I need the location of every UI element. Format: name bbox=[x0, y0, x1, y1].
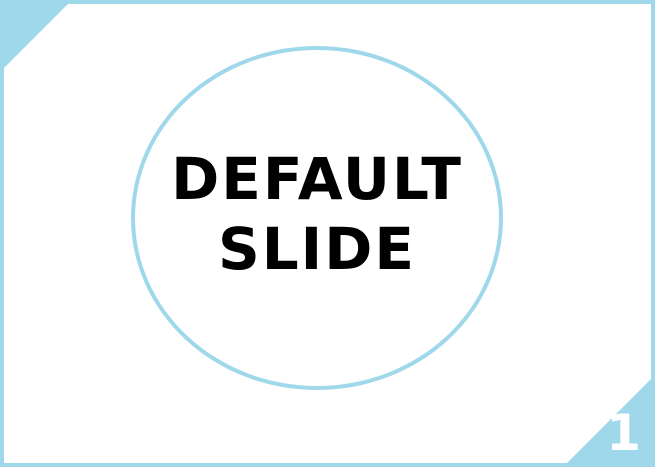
slide-title: DEFAULT SLIDE bbox=[171, 144, 463, 284]
top-left-corner-decoration bbox=[0, 0, 72, 72]
slide-title-line-2: SLIDE bbox=[217, 215, 417, 283]
bottom-right-corner-decoration bbox=[563, 375, 655, 467]
title-circle: DEFAULT SLIDE bbox=[131, 46, 503, 390]
slide-number: 1 bbox=[606, 404, 641, 462]
slide-title-line-1: DEFAULT bbox=[171, 145, 463, 213]
